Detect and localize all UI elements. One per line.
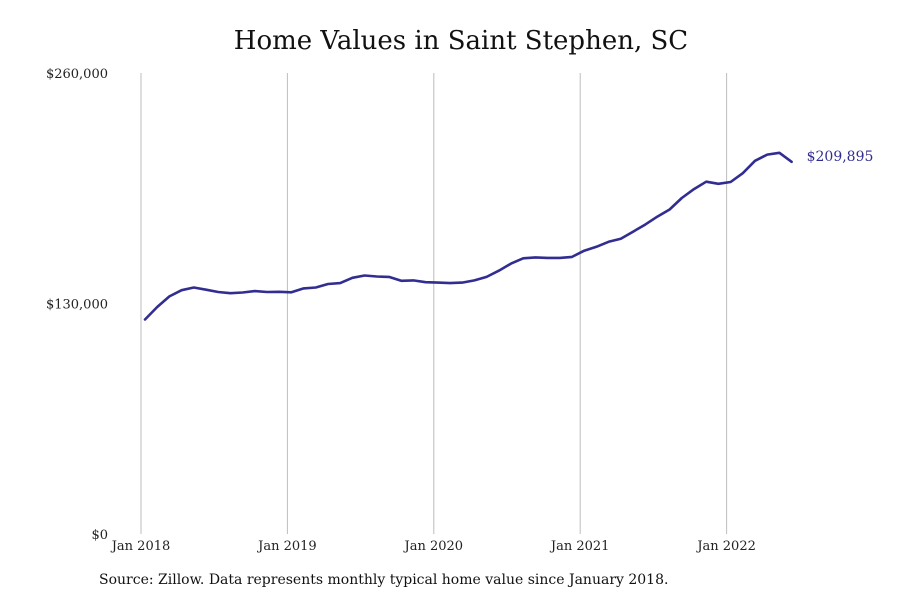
y-tick-label: $130,000 [46, 298, 108, 313]
x-tick-label: Jan 2021 [549, 539, 610, 554]
x-tick-label: Jan 2020 [403, 539, 464, 554]
grid-lines [140, 73, 728, 534]
y-tick-label: $0 [91, 528, 108, 543]
end-value-label: $209,895 [807, 149, 874, 165]
x-axis-ticks: Jan 2018 Jan 2019 Jan 2020 Jan 2021 Jan 2022 [110, 539, 756, 554]
x-tick-label: Jan 2022 [695, 539, 756, 554]
end-label-layer: $209,895 [807, 149, 874, 165]
source-note: Source: Zillow. Data represents monthly … [99, 572, 669, 588]
x-tick-label: Jan 2018 [110, 539, 171, 554]
series-layer [143, 151, 793, 321]
chart-title: Home Values in Saint Stephen, SC [233, 26, 689, 56]
y-tick-label: $260,000 [46, 67, 108, 82]
x-tick-label: Jan 2019 [256, 539, 317, 554]
series-line [143, 151, 793, 321]
y-axis-ticks: $0 $130,000 $260,000 [46, 67, 108, 543]
